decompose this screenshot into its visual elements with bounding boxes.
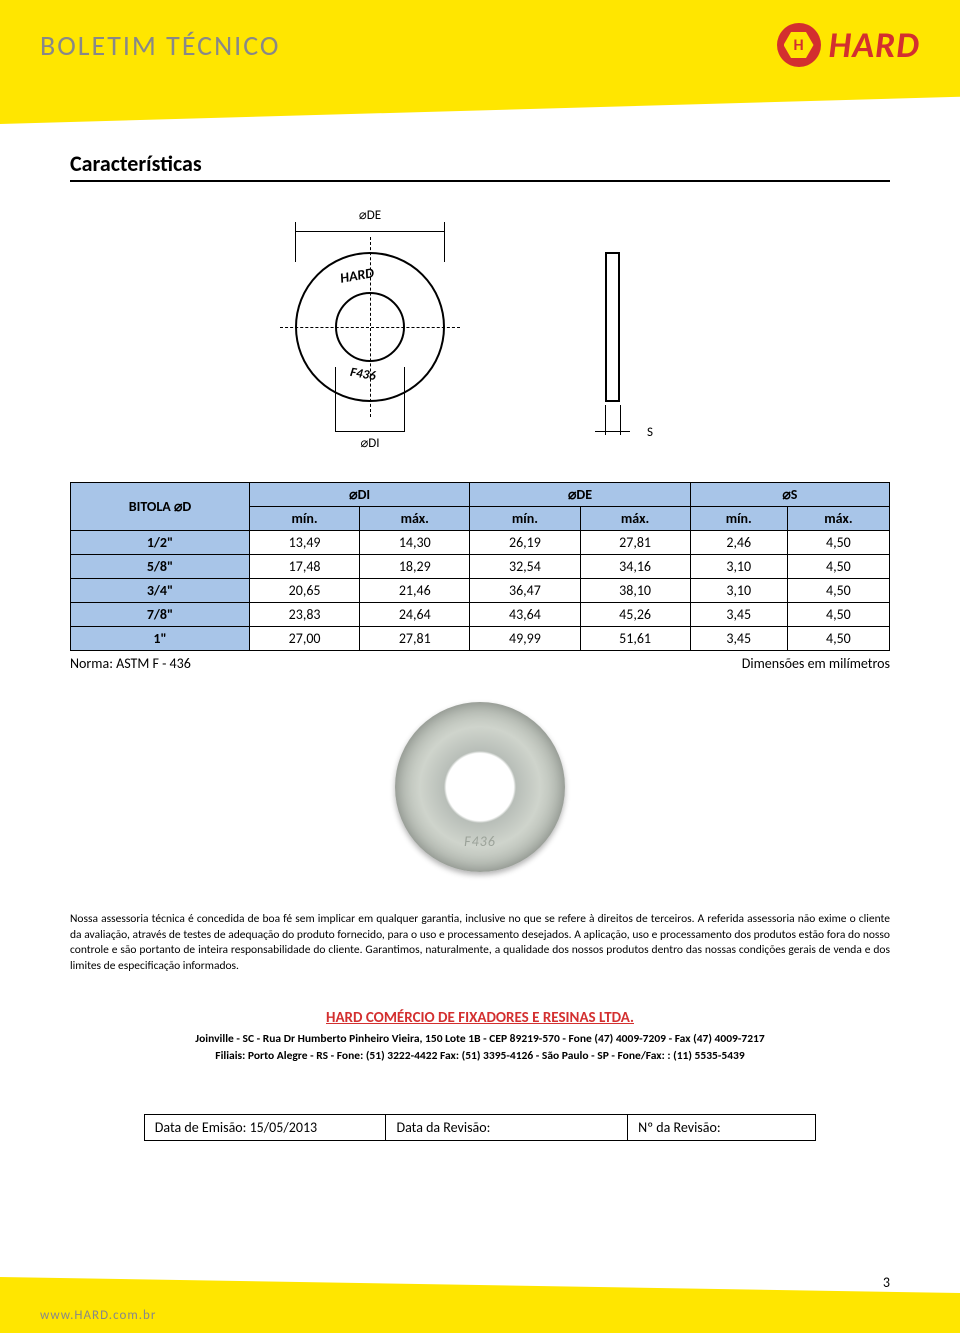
table-row: 5/8"17,4818,2932,5434,163,104,50 [71,555,890,579]
company-address-1: Joinville - SC - Rua Dr Humberto Pinheir… [70,1031,890,1048]
specifications-table: BITOLA ⌀D ⌀DI ⌀DE ⌀S mín. máx. mín. máx.… [70,482,890,651]
table-cell: 3,45 [690,627,787,651]
table-cell: 32,54 [470,555,580,579]
table-row: 3/4"20,6521,4636,4738,103,104,50 [71,579,890,603]
footer-band: www.HARD.com.br [0,1297,960,1333]
revision-date: Data da Revisão: [386,1115,628,1141]
page-number: 3 [883,1274,890,1291]
table-body: 1/2"13,4914,3026,1927,812,464,505/8"17,4… [71,531,890,651]
table-cell: 4,50 [787,627,889,651]
brand-text: HARD [829,23,921,67]
table-cell: 7/8" [71,603,250,627]
washer-photo-ring [395,702,565,872]
table-row: 7/8"23,8324,6443,6445,263,454,50 [71,603,890,627]
inner-circle [335,292,405,362]
footer-swoosh [0,1277,960,1297]
col-de: ⌀DE [470,483,690,507]
di-label: ⌀DI [360,436,379,451]
table-cell: 20,65 [250,579,360,603]
table-cell: 4,50 [787,603,889,627]
brand-badge-letter: H [784,30,814,60]
table-cell: 3,10 [690,579,787,603]
table-cell: 1" [71,627,250,651]
col-s: ⌀S [690,483,889,507]
table-cell: 3,10 [690,555,787,579]
table-cell: 26,19 [470,531,580,555]
table-cell: 43,64 [470,603,580,627]
table-cell: 5/8" [71,555,250,579]
table-cell: 18,29 [360,555,470,579]
table-cell: 4,50 [787,579,889,603]
header-title: BOLETIM TÉCNICO [40,28,280,63]
company-info: HARD COMÉRCIO DE FIXADORES E RESINAS LTD… [70,1009,890,1064]
footer-url: www.HARD.com.br [40,1308,156,1323]
dimension-di: ⌀DI [335,422,405,440]
table-cell: 27,81 [360,627,470,651]
company-address-2: Filiais: Porto Alegre - RS - Fone: (51) … [70,1048,890,1065]
table-cell: 51,61 [580,627,690,651]
brand-logo: H HARD [777,23,921,67]
content-area: Características ⌀DE HARD F436 ⌀DI S BITO… [0,90,960,1161]
emit-date: Data de Emisão: 15/05/2013 [144,1115,386,1141]
product-photo [70,702,890,872]
brand-badge-icon: H [777,23,821,67]
table-cell: 34,16 [580,555,690,579]
sub-min: mín. [250,507,360,531]
table-cell: 27,81 [580,531,690,555]
table-cell: 21,46 [360,579,470,603]
technical-diagram: ⌀DE HARD F436 ⌀DI S [70,207,890,457]
sub-min: mín. [690,507,787,531]
table-row: 1"27,0027,8149,9951,613,454,50 [71,627,890,651]
table-cell: 27,00 [250,627,360,651]
norm-label: Norma: ASTM F - 436 [70,655,191,672]
col-bitola: BITOLA ⌀D [71,483,250,531]
sub-min: mín. [470,507,580,531]
de-label: ⌀DE [356,208,384,223]
table-cell: 49,99 [470,627,580,651]
washer-front-view: ⌀DE HARD F436 ⌀DI [260,207,480,457]
table-header: BITOLA ⌀D ⌀DI ⌀DE ⌀S mín. máx. mín. máx.… [71,483,890,531]
header-band: BOLETIM TÉCNICO H HARD [0,0,960,90]
side-profile [605,252,620,402]
sub-max: máx. [787,507,889,531]
table-cell: 17,48 [250,555,360,579]
units-label: Dimensões em milímetros [742,655,890,672]
washer-side-view: S [580,207,700,457]
revision-number: Nº da Revisão: [628,1115,816,1141]
table-cell: 3/4" [71,579,250,603]
revision-table: Data de Emisão: 15/05/2013 Data da Revis… [144,1114,816,1141]
table-cell: 13,49 [250,531,360,555]
table-cell: 3,45 [690,603,787,627]
table-cell: 4,50 [787,555,889,579]
section-title: Características [70,150,890,182]
table-cell: 36,47 [470,579,580,603]
table-row: 1/2"13,4914,3026,1927,812,464,50 [71,531,890,555]
col-di: ⌀DI [250,483,470,507]
s-label: S [647,425,653,440]
table-cell: 24,64 [360,603,470,627]
table-footer-notes: Norma: ASTM F - 436 Dimensões em milímet… [70,655,890,672]
company-name: HARD COMÉRCIO DE FIXADORES E RESINAS LTD… [70,1009,890,1027]
table-cell: 14,30 [360,531,470,555]
table-cell: 45,26 [580,603,690,627]
disclaimer-text: Nossa assessoria técnica é concedida de … [70,912,890,974]
table-cell: 1/2" [71,531,250,555]
table-cell: 38,10 [580,579,690,603]
sub-max: máx. [360,507,470,531]
table-cell: 2,46 [690,531,787,555]
table-cell: 23,83 [250,603,360,627]
table-cell: 4,50 [787,531,889,555]
sub-max: máx. [580,507,690,531]
